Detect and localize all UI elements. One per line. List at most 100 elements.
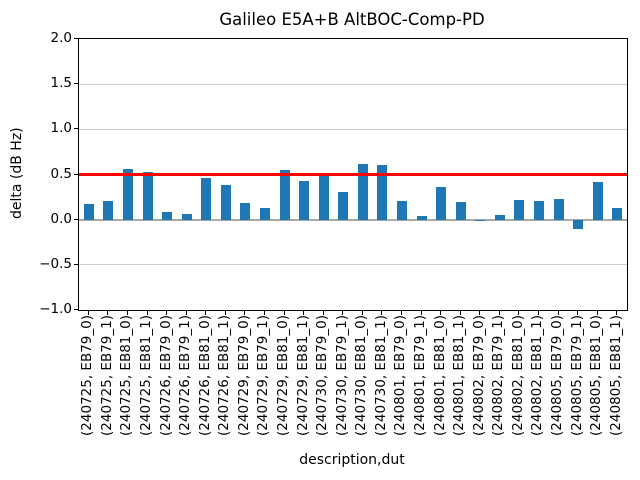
y-tick-label: −1.0 [39,301,72,317]
x-tick-label: (240805, EB79_0) [549,315,565,436]
x-tick-label: (240805, EB81_0) [588,315,605,436]
x-tick-mark [518,311,520,315]
x-tick-label: (240801, EB81_0) [431,315,448,436]
x-tick-mark [224,311,226,315]
x-tick-mark [479,311,481,315]
bar [338,191,349,220]
x-tick-mark [244,311,246,315]
y-tick-label: 1.5 [50,75,72,92]
plot-area [78,38,628,311]
x-tick-mark [557,311,559,315]
bar [83,204,94,220]
bar [122,169,133,220]
bar [103,200,114,220]
x-tick-mark [361,311,363,315]
y-tick-label: 2.0 [50,30,72,46]
x-tick-mark [263,311,265,315]
x-tick-mark [146,311,148,315]
bar [318,176,329,220]
chart-title: Galileo E5A+B AltBOC-Comp-PD [219,10,485,29]
x-tick-label: (240725, EB79_0) [79,315,96,436]
reference-line [79,173,627,176]
bar [240,203,251,220]
x-tick-label: (240729, EB79_0) [235,315,252,436]
bar [142,171,153,220]
x-tick-label: (240802, EB81_0) [509,315,526,436]
x-tick-label: (240729, EB81_0) [275,315,291,436]
bar [533,200,544,220]
y-tick-label: 1.0 [50,120,72,137]
x-tick-mark [342,311,344,315]
bar [416,216,427,220]
x-tick-label: (240726, EB79_0) [157,315,174,436]
bar [553,198,564,220]
bar [279,169,290,220]
y-tick-label: −0.5 [39,255,72,272]
bar [396,200,407,220]
x-tick-label: (240730, EB81_1) [372,315,389,436]
x-tick-label: (240729, EB79_1) [255,315,272,436]
x-tick-label: (240730, EB79_0) [314,315,331,436]
y-tick-mark [74,263,78,265]
y-tick-mark [74,83,78,85]
x-tick-mark [537,311,539,315]
x-tick-label: (240726, EB81_1) [216,315,233,436]
bar [455,201,466,220]
x-tick-label: (240729, EB81_1) [294,315,311,436]
x-tick-mark [596,311,598,315]
y-gridline [79,128,627,130]
x-tick-mark [577,311,579,315]
x-tick-mark [440,311,442,315]
x-tick-label: (240802, EB79_1) [490,315,507,436]
x-tick-mark [322,311,324,315]
bar [181,214,192,220]
x-tick-mark [185,311,187,315]
x-tick-label: (240730, EB79_1) [333,315,350,436]
x-tick-label: (240801, EB81_1) [451,315,468,436]
x-tick-mark [400,311,402,315]
bar [436,187,447,220]
x-tick-mark [126,311,128,315]
x-tick-label: (240726, EB79_1) [177,315,194,436]
bar [220,185,231,220]
zero-line [79,218,627,221]
x-tick-label: (240725, EB79_1) [98,315,115,436]
x-tick-label: (240726, EB81_0) [196,315,213,436]
y-tick-mark [74,218,78,220]
bar [357,163,368,220]
x-axis-label: description,dut [299,452,405,468]
x-tick-label: (240725, EB81_1) [138,315,154,436]
y-tick-label: 0.5 [50,165,72,182]
x-tick-mark [166,311,168,315]
bar [592,181,603,220]
bar [514,199,525,220]
x-tick-mark [459,311,461,315]
x-tick-mark [381,311,383,315]
y-tick-mark [74,38,78,39]
bar [259,207,270,220]
x-tick-mark [498,311,500,315]
bar [201,178,212,220]
x-tick-mark [107,311,109,315]
x-tick-mark [420,311,422,315]
y-tick-label: 0.0 [50,210,72,227]
x-tick-label: (240805, EB79_1) [568,315,585,436]
y-tick-mark [74,309,78,310]
bar [573,219,584,229]
x-tick-label: (240730, EB81_0) [353,315,370,436]
bar [377,164,388,220]
x-tick-label: (240802, EB79_0) [470,315,487,436]
x-tick-label: (240801, EB79_0) [392,315,409,436]
bar [162,212,173,220]
y-gridline [79,264,627,266]
y-tick-mark [74,173,78,175]
x-tick-mark [283,311,285,315]
bar [612,207,623,220]
bar [475,219,486,222]
x-tick-mark [303,311,305,315]
x-tick-label: (240805, EB81_1) [607,315,624,436]
bar [299,180,310,220]
x-tick-mark [87,311,89,315]
y-gridline [79,83,627,85]
